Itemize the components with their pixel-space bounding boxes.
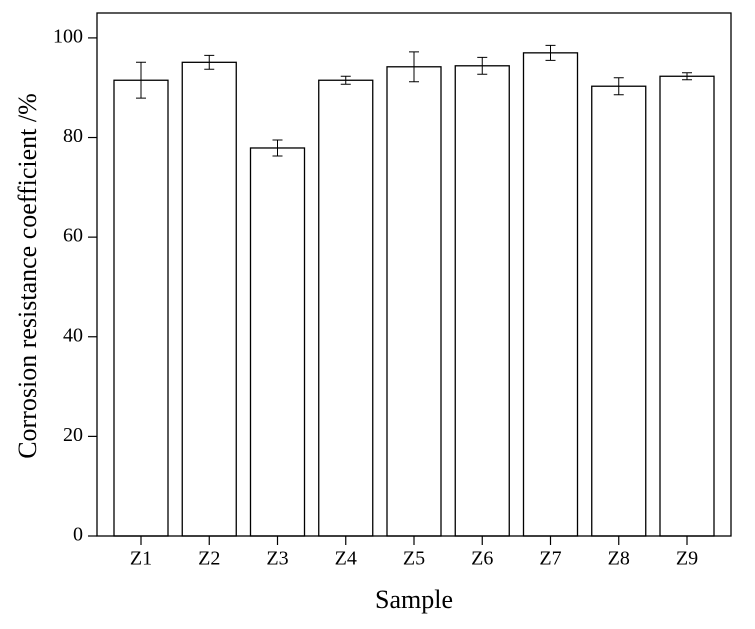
x-tick-label: Z6 <box>471 548 493 570</box>
x-tick-label: Z4 <box>335 548 357 570</box>
bar <box>249 147 306 537</box>
y-tick-label: 60 <box>63 225 83 247</box>
x-tick-label: Z2 <box>198 548 220 570</box>
bar <box>318 79 374 537</box>
y-tick-label: 0 <box>73 524 83 546</box>
y-tick-label: 40 <box>63 324 83 346</box>
y-axis-title: Corrosion resistance coefficient /% <box>13 93 42 459</box>
x-tick-label: Z9 <box>676 548 698 570</box>
error-bar <box>545 44 556 61</box>
bar <box>659 75 715 537</box>
error-bar <box>136 61 146 99</box>
error-bar <box>477 56 488 75</box>
x-tick-label: Z8 <box>608 548 630 570</box>
error-bar <box>204 54 215 70</box>
bar <box>113 79 169 537</box>
y-tick-label: 100 <box>53 25 83 47</box>
y-tick-label: 80 <box>63 125 83 147</box>
x-tick-label: Z3 <box>266 548 288 570</box>
x-tick-label: Z1 <box>130 548 152 570</box>
error-bar <box>613 77 624 96</box>
plot-frame <box>96 12 732 537</box>
error-bar <box>340 75 351 85</box>
x-tick-label: Z5 <box>403 548 425 570</box>
error-bar <box>272 139 283 157</box>
y-tick-label: 20 <box>63 424 83 446</box>
bar <box>181 61 237 537</box>
x-axis-title: Sample <box>375 585 453 614</box>
error-bar <box>682 72 692 81</box>
bar <box>386 66 442 537</box>
bar <box>522 52 579 537</box>
error-bar <box>409 51 419 83</box>
x-tick-label: Z7 <box>539 548 561 570</box>
bar <box>591 85 647 537</box>
bar <box>454 65 510 537</box>
